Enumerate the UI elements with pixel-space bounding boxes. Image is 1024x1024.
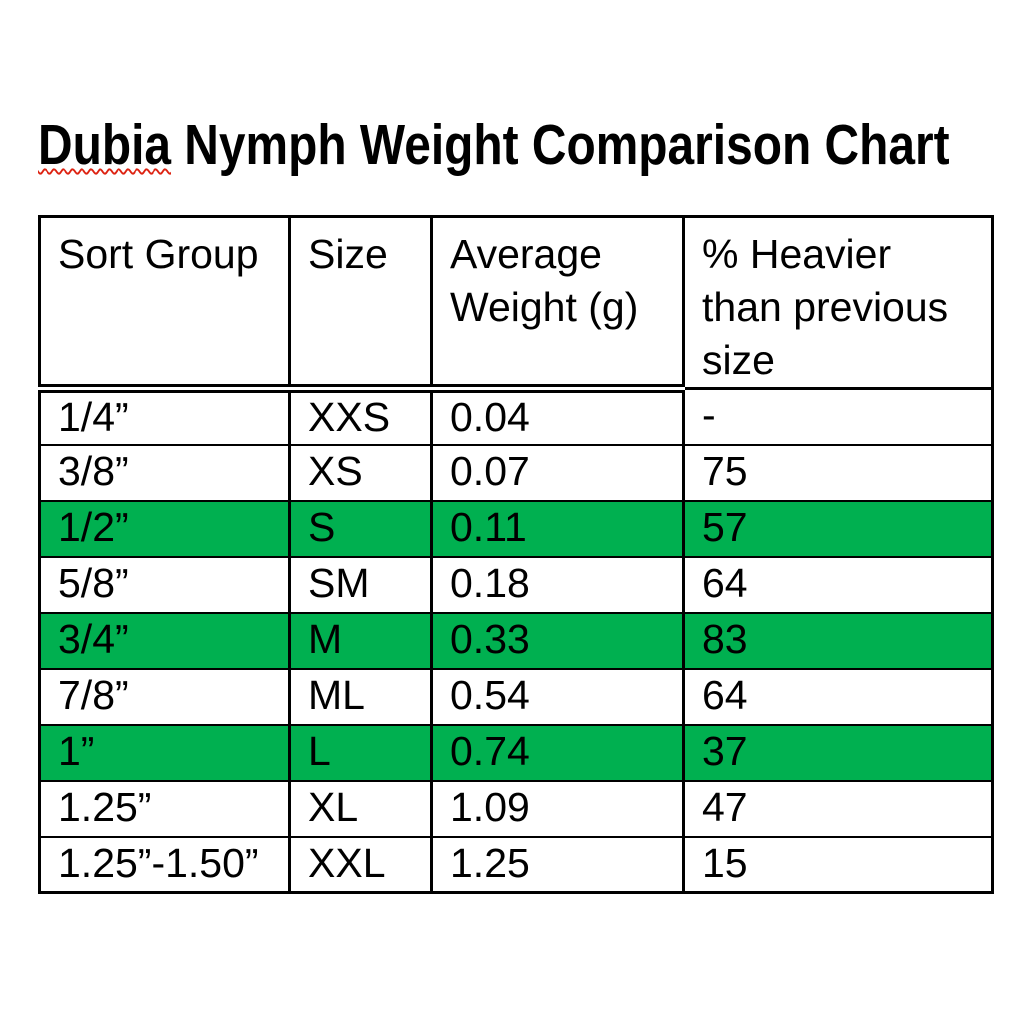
cell-pct-heavier: 64 — [682, 667, 994, 726]
column-header-average-weight: Average Weight (g) — [430, 215, 685, 393]
cell-sort-group: 1.25”-1.50” — [38, 835, 291, 894]
cell-avg-weight: 0.11 — [430, 499, 685, 558]
cell-pct-heavier: 64 — [682, 555, 994, 614]
cell-pct-heavier: 15 — [682, 835, 994, 894]
cell-pct-heavier: 47 — [682, 779, 994, 838]
cell-size: M — [288, 611, 433, 670]
table-row: 1.25”-1.50” XXL 1.25 15 — [38, 835, 994, 894]
cell-avg-weight: 0.74 — [430, 723, 685, 782]
table-row: 3/8” XS 0.07 75 — [38, 443, 994, 502]
cell-sort-group: 5/8” — [38, 555, 291, 614]
table-row: 1/2” S 0.11 57 — [38, 499, 994, 558]
column-header-size: Size — [288, 215, 433, 393]
cell-sort-group: 3/8” — [38, 443, 291, 502]
cell-avg-weight: 0.33 — [430, 611, 685, 670]
cell-size: XXL — [288, 835, 433, 894]
cell-size: XS — [288, 443, 433, 502]
column-header-sort-group: Sort Group — [38, 215, 291, 393]
cell-pct-heavier: 75 — [682, 443, 994, 502]
cell-pct-heavier: - — [682, 387, 994, 446]
table-row: 3/4” M 0.33 83 — [38, 611, 994, 670]
cell-avg-weight: 0.07 — [430, 443, 685, 502]
cell-size: SM — [288, 555, 433, 614]
cell-avg-weight: 1.25 — [430, 835, 685, 894]
cell-size: XXS — [288, 387, 433, 446]
table-row: 1.25” XL 1.09 47 — [38, 779, 994, 838]
cell-sort-group: 1/2” — [38, 499, 291, 558]
cell-pct-heavier: 83 — [682, 611, 994, 670]
cell-sort-group: 1” — [38, 723, 291, 782]
cell-pct-heavier: 37 — [682, 723, 994, 782]
title-rest: Nymph Weight Comparison Chart — [171, 113, 950, 177]
table-row: 1/4” XXS 0.04- — [38, 387, 994, 446]
table-row: 7/8” ML 0.54 64 — [38, 667, 994, 726]
cell-sort-group: 3/4” — [38, 611, 291, 670]
header-row: Sort Group Size Average Weight (g) % Hea… — [38, 215, 994, 393]
column-header-pct-heavier: % Heavier than previous size — [682, 215, 994, 390]
weight-comparison-table: Sort Group Size Average Weight (g) % Hea… — [38, 215, 994, 894]
cell-avg-weight: 1.09 — [430, 779, 685, 838]
page-title: Dubia Nymph Weight Comparison Chart — [38, 117, 950, 174]
cell-pct-heavier: 57 — [682, 499, 994, 558]
cell-avg-weight: 0.54 — [430, 667, 685, 726]
cell-avg-weight: 0.04 — [430, 387, 685, 446]
cell-size: ML — [288, 667, 433, 726]
cell-size: XL — [288, 779, 433, 838]
cell-sort-group: 7/8” — [38, 667, 291, 726]
table-body: 1/4” XXS 0.04-3/8” XS 0.07 75 1/2” S 0.11 57 5/8” S… — [38, 387, 994, 894]
table-row: 5/8” SM 0.18 64 — [38, 555, 994, 614]
cell-size: L — [288, 723, 433, 782]
cell-size: S — [288, 499, 433, 558]
title-misspelled-word: Dubia — [38, 113, 172, 177]
cell-sort-group: 1/4” — [38, 387, 291, 446]
cell-avg-weight: 0.18 — [430, 555, 685, 614]
table-row: 1” L 0.74 37 — [38, 723, 994, 782]
cell-sort-group: 1.25” — [38, 779, 291, 838]
